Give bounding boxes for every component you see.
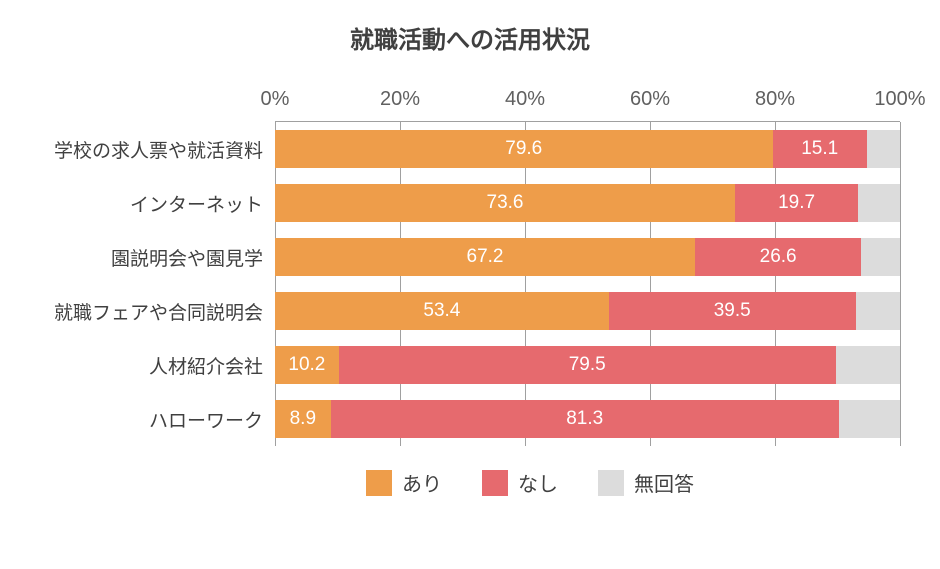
x-tick-label: 100% <box>874 88 925 111</box>
legend-item-ari: あり <box>366 468 442 497</box>
bar-segment-mukaito <box>839 400 900 438</box>
bar-row: 79.6 15.1 <box>275 122 900 176</box>
bar: 10.2 79.5 <box>275 346 900 384</box>
x-tick-label: 80% <box>755 88 795 111</box>
legend-swatch <box>366 470 392 496</box>
legend-swatch <box>482 470 508 496</box>
chart-title: 就職活動への活用状況 <box>40 20 900 55</box>
legend-label: 無回答 <box>634 468 694 497</box>
x-tick-label: 0% <box>261 88 290 111</box>
y-label: 人材紹介会社 <box>40 338 275 392</box>
bar-row: 53.4 39.5 <box>275 284 900 338</box>
bar-row: 67.2 26.6 <box>275 230 900 284</box>
legend-item-mukaito: 無回答 <box>598 468 694 497</box>
bar-segment-ari: 79.6 <box>275 130 773 168</box>
legend: あり なし 無回答 <box>160 468 900 497</box>
x-tick-label: 20% <box>380 88 420 111</box>
bar-segment-ari: 67.2 <box>275 238 695 276</box>
plot-area: 0% 20% 40% 60% 80% 100% 79.6 <box>275 80 900 446</box>
bar: 8.9 81.3 <box>275 400 900 438</box>
bar-segment-nashi: 79.5 <box>339 346 836 384</box>
bar: 79.6 15.1 <box>275 130 900 168</box>
bar: 67.2 26.6 <box>275 238 900 276</box>
bar-segment-mukaito <box>861 238 900 276</box>
bar-row: 73.6 19.7 <box>275 176 900 230</box>
y-label: インターネット <box>40 176 275 230</box>
bar-segment-ari: 10.2 <box>275 346 339 384</box>
bar-row: 10.2 79.5 <box>275 338 900 392</box>
bar-segment-nashi: 19.7 <box>735 184 858 222</box>
bar-segment-ari: 53.4 <box>275 292 609 330</box>
x-tick-label: 60% <box>630 88 670 111</box>
legend-label: なし <box>518 468 558 497</box>
chart-body: 学校の求人票や就活資料 インターネット 園説明会や園見学 就職フェアや合同説明会… <box>40 80 900 446</box>
bar-segment-mukaito <box>856 292 900 330</box>
y-label: 就職フェアや合同説明会 <box>40 284 275 338</box>
y-label: ハローワーク <box>40 392 275 446</box>
bar-segment-ari: 8.9 <box>275 400 331 438</box>
bar: 53.4 39.5 <box>275 292 900 330</box>
bar-segment-mukaito <box>867 130 900 168</box>
legend-label: あり <box>402 468 442 497</box>
x-tick-label: 40% <box>505 88 545 111</box>
bar: 73.6 19.7 <box>275 184 900 222</box>
legend-swatch <box>598 470 624 496</box>
bar-segment-nashi: 39.5 <box>609 292 856 330</box>
bar-row: 8.9 81.3 <box>275 392 900 446</box>
y-label: 園説明会や園見学 <box>40 230 275 284</box>
y-label: 学校の求人票や就活資料 <box>40 122 275 176</box>
gridline <box>900 122 901 446</box>
bar-segment-mukaito <box>836 346 900 384</box>
bars: 79.6 15.1 73.6 19.7 67.2 26.6 <box>275 122 900 446</box>
bar-segment-nashi: 81.3 <box>331 400 839 438</box>
chart-container: 就職活動への活用状況 学校の求人票や就活資料 インターネット 園説明会や園見学 … <box>0 0 940 569</box>
legend-item-nashi: なし <box>482 468 558 497</box>
bar-segment-ari: 73.6 <box>275 184 735 222</box>
x-axis: 0% 20% 40% 60% 80% 100% <box>275 80 900 122</box>
bar-segment-nashi: 26.6 <box>695 238 861 276</box>
y-axis-labels: 学校の求人票や就活資料 インターネット 園説明会や園見学 就職フェアや合同説明会… <box>40 80 275 446</box>
bar-segment-mukaito <box>858 184 900 222</box>
bar-segment-nashi: 15.1 <box>773 130 867 168</box>
